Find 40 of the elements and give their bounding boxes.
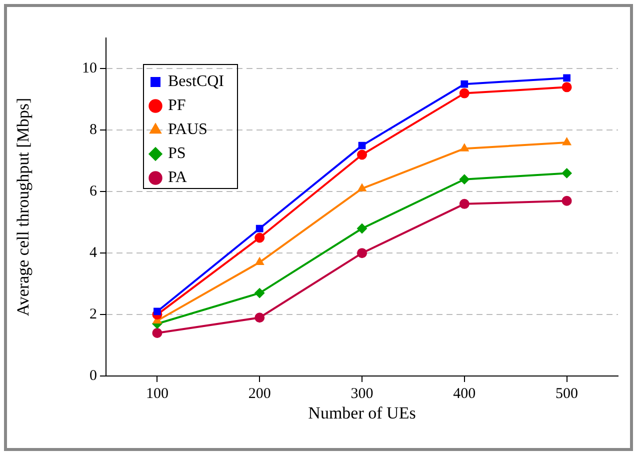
- y-tick-label: 0: [90, 368, 97, 384]
- y-tick-label: 4: [90, 245, 98, 262]
- point: [357, 150, 367, 160]
- point: [152, 328, 162, 338]
- x-tick-label: 200: [248, 386, 271, 402]
- point: [460, 144, 469, 152]
- point: [358, 184, 366, 192]
- x-tick-label: 300: [350, 386, 374, 402]
- point: [256, 224, 264, 232]
- legend-label: PA: [168, 169, 188, 186]
- y-tick-label: 6: [90, 184, 98, 200]
- point: [562, 137, 572, 146]
- point: [255, 257, 264, 266]
- y-axis-title: Average cell throughput [Mbps]: [14, 98, 33, 316]
- point: [562, 82, 572, 92]
- point: [357, 248, 367, 258]
- legend-label: PF: [168, 97, 186, 114]
- y-tick-label: 10: [82, 60, 97, 77]
- point: [460, 80, 468, 88]
- point: [154, 308, 161, 316]
- legend-label: PAUS: [168, 121, 208, 138]
- point: [562, 168, 572, 178]
- point: [459, 88, 470, 98]
- y-tick-label: 8: [90, 122, 97, 138]
- point: [254, 288, 265, 298]
- x-tick-label: 500: [556, 386, 578, 402]
- point: [254, 232, 265, 243]
- point: [357, 224, 367, 234]
- y-tick-label: 2: [90, 306, 97, 322]
- x-axis-title: Number of UEs: [308, 403, 416, 422]
- point: [459, 198, 470, 209]
- point: [358, 142, 366, 150]
- legend-label: BestCQI: [168, 73, 224, 90]
- point: [563, 74, 570, 82]
- legend-label: PS: [168, 145, 186, 162]
- point: [562, 196, 572, 206]
- point: [459, 174, 470, 184]
- x-tick-label: 100: [146, 386, 168, 402]
- x-tick-label: 400: [453, 386, 476, 402]
- point: [254, 312, 265, 323]
